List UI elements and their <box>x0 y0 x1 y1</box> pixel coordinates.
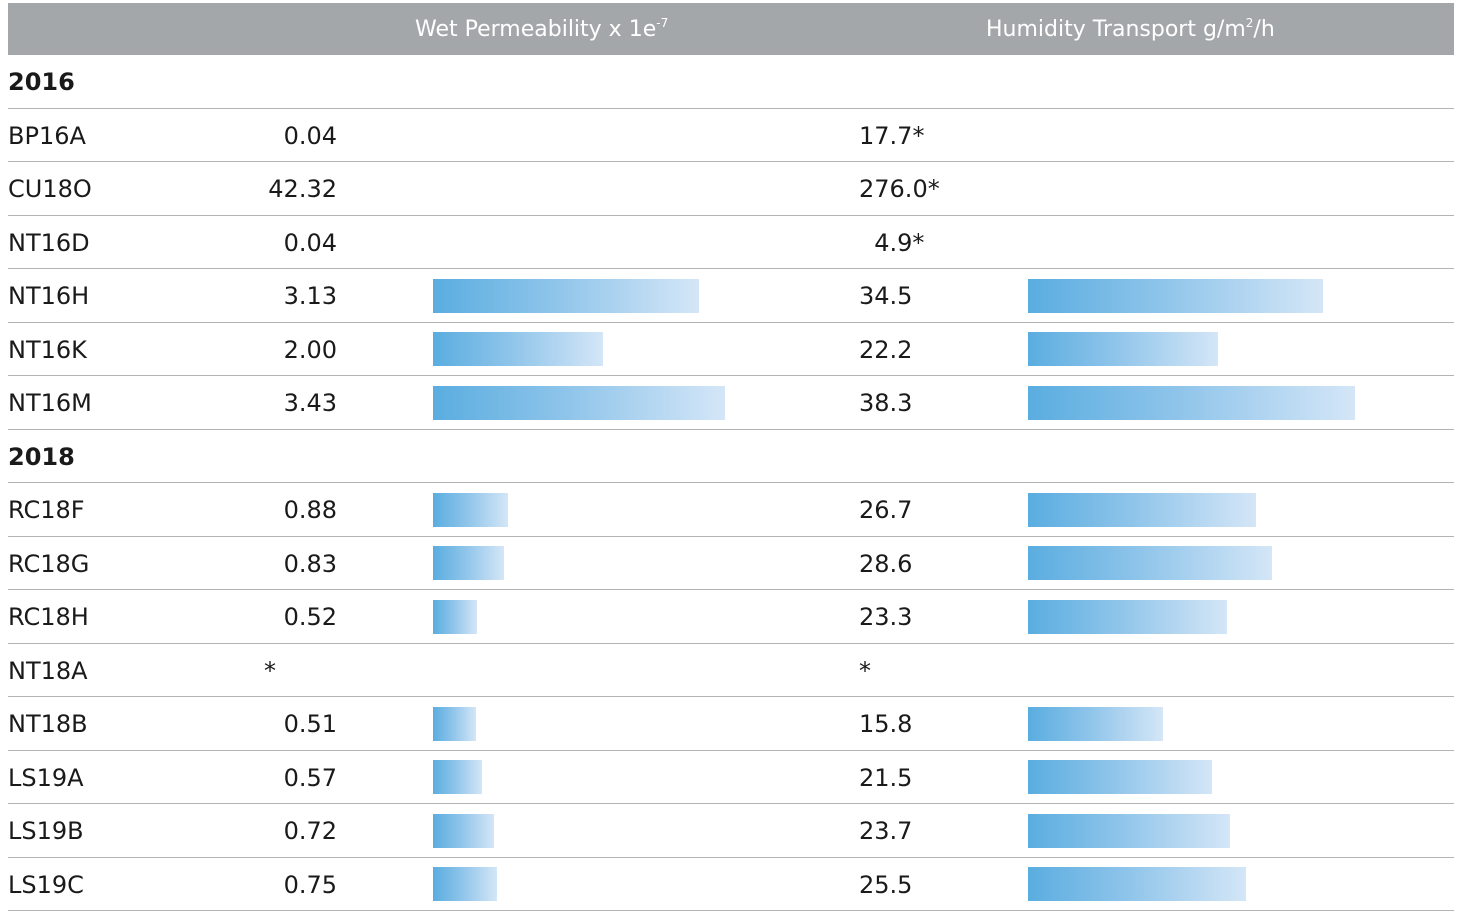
table-row: LS19C 0.75 25.5 <box>8 858 1454 911</box>
humidity-transport-bar <box>1028 599 1227 634</box>
sample-name: BP16A <box>8 121 86 150</box>
table-row: NT16H 3.13 34.5 <box>8 269 1454 323</box>
humidity-transport-value: 15.8 <box>859 710 913 738</box>
table-row: LS19A 0.57 21.5 <box>8 751 1454 804</box>
wet-permeability-bar <box>433 385 725 420</box>
table-row: NT16M 3.43 38.3 <box>8 376 1454 430</box>
wet-permeability-bar <box>433 492 508 527</box>
humidity-transport-value: 28.6 <box>859 549 913 578</box>
humidity-transport-value: * <box>859 656 871 685</box>
humidity-transport-value: 21.5 <box>859 763 913 792</box>
table-body: 2016 BP16A 0.04 17.7* CU18O 42.32 276.0* NT16D 0… <box>8 55 1454 911</box>
humidity-transport-value: 23.3 <box>859 603 913 631</box>
humidity-transport-value: 276.0* <box>859 175 940 203</box>
wet-permeability-value: 2.00 <box>283 335 337 364</box>
humidity-transport-value: 26.7 <box>859 496 913 524</box>
sample-name: LS19B <box>8 817 84 845</box>
sample-name: NT18A <box>8 656 88 685</box>
sample-name: NT16D <box>8 228 90 257</box>
group-header-row: 2018 <box>8 430 1454 483</box>
header-humidity-transport-suffix: /h <box>1253 17 1275 42</box>
humidity-transport-bar <box>1028 706 1163 741</box>
table-row: RC18F 0.88 26.7 <box>8 483 1454 537</box>
wet-permeability-value: 0.52 <box>283 603 337 631</box>
wet-permeability-bar <box>433 706 477 741</box>
table-row: RC18G 0.83 28.6 <box>8 537 1454 590</box>
data-table: Wet Permeability x 1e-7 Humidity Transpo… <box>8 3 1454 911</box>
sample-name: RC18F <box>8 496 85 524</box>
table-row: LS19B 0.72 23.7 <box>8 804 1454 858</box>
table-header: Wet Permeability x 1e-7 Humidity Transpo… <box>8 3 1454 55</box>
humidity-transport-bar <box>1028 813 1231 848</box>
group-label: 2018 <box>8 442 75 471</box>
humidity-transport-value: 4.9* <box>859 228 925 257</box>
header-wet-permeability-exponent: -7 <box>656 16 669 30</box>
humidity-transport-value: 17.7* <box>859 121 925 150</box>
table-row: RC18H 0.52 23.3 <box>8 590 1454 644</box>
group-header-row: 2016 <box>8 55 1454 109</box>
table-row: NT16K 2.00 22.2 <box>8 323 1454 376</box>
table-row: NT18A * * <box>8 644 1454 697</box>
humidity-transport-value: 34.5 <box>859 282 913 310</box>
wet-permeability-value: 3.13 <box>283 282 337 310</box>
header-humidity-transport: Humidity Transport g/m2/h <box>986 3 1275 55</box>
wet-permeability-value: 0.75 <box>283 870 337 899</box>
sample-name: RC18H <box>8 603 89 631</box>
sample-name: NT18B <box>8 710 88 738</box>
wet-permeability-value: 0.88 <box>283 496 337 524</box>
wet-permeability-bar <box>433 332 604 366</box>
wet-permeability-value: 42.32 <box>268 175 337 203</box>
sample-name: LS19A <box>8 763 84 792</box>
wet-permeability-bar <box>433 599 478 634</box>
sample-name: RC18G <box>8 549 90 578</box>
header-wet-permeability-text: Wet Permeability x 1e <box>415 17 657 42</box>
humidity-transport-value: 25.5 <box>859 870 913 899</box>
header-wet-permeability: Wet Permeability x 1e-7 <box>415 3 668 55</box>
wet-permeability-bar <box>433 867 497 901</box>
sample-name: NT16K <box>8 335 87 364</box>
humidity-transport-bar <box>1028 332 1218 366</box>
table-row: CU18O 42.32 276.0* <box>8 162 1454 216</box>
wet-permeability-bar <box>433 760 482 794</box>
table-row: BP16A 0.04 17.7* <box>8 109 1454 162</box>
humidity-transport-bar <box>1028 760 1212 794</box>
wet-permeability-value: 0.04 <box>283 228 337 257</box>
sample-name: NT16M <box>8 389 92 417</box>
group-label: 2016 <box>8 68 75 96</box>
wet-permeability-value: 0.72 <box>283 817 337 845</box>
humidity-transport-bar <box>1028 385 1355 420</box>
sample-name: CU18O <box>8 175 92 203</box>
humidity-transport-value: 22.2 <box>859 335 913 364</box>
header-humidity-transport-exponent: 2 <box>1245 16 1254 30</box>
header-humidity-transport-text: Humidity Transport g/m <box>986 17 1246 42</box>
wet-permeability-bar <box>433 813 495 848</box>
humidity-transport-bar <box>1028 546 1273 580</box>
sample-name: LS19C <box>8 870 84 899</box>
humidity-transport-bar <box>1028 278 1323 313</box>
table-row: NT18B 0.51 15.8 <box>8 697 1454 751</box>
wet-permeability-value: 3.43 <box>283 389 337 417</box>
wet-permeability-value: * <box>264 656 276 685</box>
wet-permeability-value: 0.04 <box>283 121 337 150</box>
humidity-transport-value: 23.7 <box>859 817 913 845</box>
table-row: NT16D 0.04 4.9* <box>8 216 1454 269</box>
wet-permeability-value: 0.57 <box>283 763 337 792</box>
sample-name: NT16H <box>8 282 90 310</box>
wet-permeability-value: 0.83 <box>283 549 337 578</box>
humidity-transport-value: 38.3 <box>859 389 913 417</box>
humidity-transport-bar <box>1028 492 1256 527</box>
wet-permeability-value: 0.51 <box>283 710 337 738</box>
wet-permeability-bar <box>433 278 700 313</box>
wet-permeability-bar <box>433 546 504 580</box>
humidity-transport-bar <box>1028 867 1246 901</box>
